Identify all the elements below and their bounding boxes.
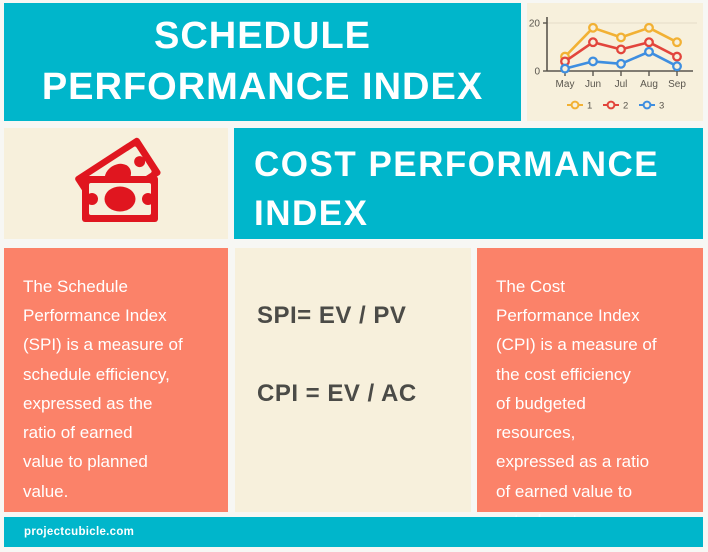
performance-line-chart: 0 20 May Jun Jul Aug Sep 1 2 3 bbox=[529, 17, 697, 112]
svg-text:Jul: Jul bbox=[615, 79, 628, 90]
page-title: SCHEDULE PERFORMANCE INDEX bbox=[41, 14, 484, 108]
svg-text:20: 20 bbox=[529, 19, 541, 30]
mini-chart-panel: 0 20 May Jun Jul Aug Sep 1 2 3 bbox=[527, 3, 703, 121]
svg-text:1: 1 bbox=[587, 101, 592, 112]
cpi-description-text: The Cost Performance Index (CPI) is a me… bbox=[496, 277, 657, 530]
money-icon-panel bbox=[4, 128, 228, 239]
footer-bar: projectcubicle.com bbox=[4, 517, 703, 547]
cpi-banner: COST PERFORMANCE INDEX bbox=[234, 128, 703, 239]
spi-formula: SPI= EV / PV bbox=[257, 302, 407, 329]
footer-site-label: projectcubicle.com bbox=[24, 526, 135, 538]
title-banner: SCHEDULE PERFORMANCE INDEX bbox=[4, 3, 521, 121]
svg-text:2: 2 bbox=[623, 101, 628, 112]
svg-text:Sep: Sep bbox=[668, 79, 686, 90]
cpi-formula: CPI = EV / AC bbox=[257, 380, 417, 407]
svg-text:Jun: Jun bbox=[585, 79, 601, 90]
spi-description-text: The Schedule Performance Index (SPI) is … bbox=[23, 277, 183, 501]
svg-text:Aug: Aug bbox=[640, 79, 658, 90]
formulas-panel: SPI= EV / PV CPI = EV / AC bbox=[235, 248, 471, 512]
cpi-description-panel: The Cost Performance Index (CPI) is a me… bbox=[477, 248, 703, 530]
svg-text:May: May bbox=[556, 79, 575, 90]
svg-text:0: 0 bbox=[534, 67, 540, 78]
spi-description-panel: The Schedule Performance Index (SPI) is … bbox=[4, 248, 228, 512]
svg-text:3: 3 bbox=[659, 101, 664, 112]
money-banknotes-icon bbox=[75, 137, 161, 222]
cpi-banner-title: COST PERFORMANCE INDEX bbox=[254, 145, 660, 233]
